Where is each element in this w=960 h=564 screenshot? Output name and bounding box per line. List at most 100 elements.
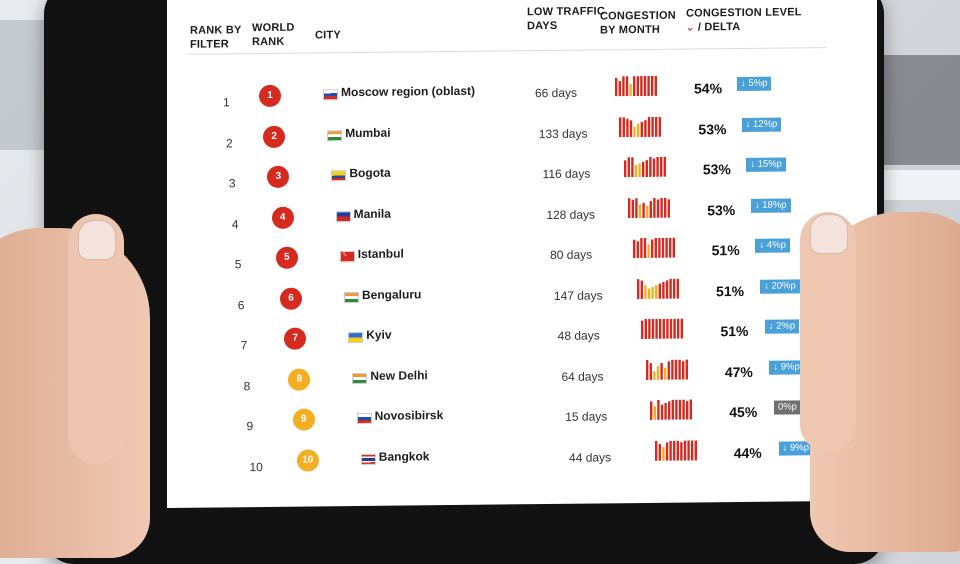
month-bar: [672, 237, 675, 258]
world-rank-badge: 8: [288, 367, 311, 391]
chevron-down-icon[interactable]: ⌄: [686, 22, 695, 34]
month-bar: [657, 237, 661, 258]
month-bar: [676, 440, 679, 461]
month-bar: [645, 160, 648, 177]
month-bar: [622, 76, 625, 97]
column-header-low-traffic-days[interactable]: LOW TRAFFIC DAYS: [527, 5, 605, 33]
table-row[interactable]: 1 1 Moscow region (oblast) 66 days 54% ↓ 5%p: [167, 75, 877, 124]
table-row[interactable]: 8 8 New Delhi 64 days 47% ↓ 9%p: [167, 359, 877, 407]
city-name[interactable]: Istanbul: [357, 246, 404, 262]
month-bar: [641, 161, 645, 178]
month-bar: [615, 77, 618, 97]
congestion-by-month-chart[interactable]: [615, 75, 659, 97]
table-row[interactable]: 6 6 Bengaluru 147 days 51% ↓ 20%p: [167, 278, 877, 326]
city-name[interactable]: Mumbai: [345, 125, 391, 140]
russia-flag-icon: [356, 412, 372, 425]
city-name[interactable]: Bangkok: [378, 448, 430, 464]
month-bar: [659, 116, 662, 137]
city-name[interactable]: New Delhi: [370, 367, 428, 383]
month-bar: [681, 318, 684, 339]
column-header-congestion-by-month[interactable]: CONGESTION BY MONTH: [600, 9, 676, 37]
month-bar: [637, 278, 640, 299]
month-bar: [626, 118, 630, 137]
world-rank-badge: 5: [275, 246, 298, 269]
city-name[interactable]: Novosibirsk: [374, 408, 444, 423]
month-bar: [654, 75, 657, 96]
city-name[interactable]: Kyiv: [366, 327, 392, 342]
month-bar: [683, 440, 686, 461]
city-name[interactable]: Bogota: [349, 165, 391, 181]
month-bar: [637, 122, 640, 137]
congestion-by-month-chart[interactable]: [628, 197, 672, 218]
month-bar: [628, 197, 631, 218]
month-bar: [634, 165, 638, 178]
month-bar: [631, 199, 635, 218]
month-bar: [682, 399, 686, 420]
delta-badge: ↓ 15%p: [746, 157, 786, 172]
month-bar: [659, 318, 662, 339]
city-name[interactable]: Manila: [353, 206, 391, 221]
congestion-level: 51%: [720, 322, 749, 340]
month-bar: [653, 370, 656, 380]
world-rank-badge: 3: [267, 165, 290, 188]
delta-label: / DELTA: [697, 20, 741, 34]
month-bar: [627, 157, 630, 178]
colombia-flag-icon: [331, 170, 347, 182]
low-traffic-days: 15 days: [565, 409, 608, 424]
left-hand: [0, 214, 150, 558]
congestion-by-month-chart[interactable]: [654, 439, 699, 461]
table-row[interactable]: 2 2 Mumbai 133 days 53% ↓ 12%p: [167, 116, 877, 164]
table-row[interactable]: 7 7 Kyiv 48 days 51% ↓ 2%p: [167, 318, 877, 367]
column-header-world-rank[interactable]: WORLD RANK: [252, 21, 295, 49]
table-row[interactable]: 10 10 Bangkok 44 days 44% ↓ 9%p: [167, 439, 877, 488]
column-header-rank-by-filter[interactable]: RANK BY FILTER: [190, 24, 242, 51]
congestion-by-month-chart[interactable]: [619, 116, 663, 137]
month-bar: [630, 119, 633, 137]
month-bar: [661, 446, 665, 461]
table-row[interactable]: 5 5 ☾ Istanbul 80 days 51% ↓ 4%p: [167, 237, 877, 286]
month-bar: [646, 205, 649, 218]
month-bar: [658, 443, 661, 461]
india-flag-icon: [327, 129, 343, 141]
column-header-congestion-level[interactable]: CONGESTION LEVEL ⌄ / DELTA: [686, 5, 826, 35]
low-traffic-days: 44 days: [569, 449, 612, 465]
month-bar: [672, 440, 676, 461]
month-bar: [651, 116, 655, 137]
column-header-city[interactable]: CITY: [315, 29, 341, 42]
congestion-by-month-chart[interactable]: [623, 156, 668, 178]
month-bar: [686, 401, 689, 420]
world-rank-badge: 7: [284, 327, 307, 350]
month-bar: [659, 156, 663, 177]
month-bar: [676, 278, 680, 299]
month-bar: [639, 238, 643, 259]
congestion-by-month-chart[interactable]: [650, 399, 694, 420]
month-bar: [639, 203, 642, 218]
month-bar: [618, 81, 621, 97]
month-bar: [631, 157, 634, 178]
congestion-by-month-chart[interactable]: [637, 278, 681, 299]
month-bar: [623, 116, 626, 137]
month-bar: [648, 318, 652, 339]
month-bar: [641, 320, 644, 340]
month-bar: [665, 441, 668, 461]
city-name[interactable]: Bengaluru: [362, 286, 422, 302]
table-row[interactable]: 3 3 Bogota 116 days 53% ↓ 15%p: [167, 156, 877, 205]
world-rank-badge: 6: [280, 287, 302, 310]
month-bar: [665, 279, 669, 299]
month-bar: [645, 318, 648, 339]
table-row[interactable]: 4 4 Manila 128 days 53% ↓ 18%p: [167, 197, 877, 245]
month-bar: [668, 237, 672, 258]
congestion-by-month-chart[interactable]: [645, 359, 690, 380]
table-row[interactable]: 9 9 Novosibirsk 15 days 45% 0%p: [167, 399, 877, 448]
congestion-by-month-chart[interactable]: [632, 237, 677, 259]
month-bar: [670, 318, 673, 339]
month-bar: [643, 237, 646, 259]
congestion-level: 53%: [698, 120, 727, 137]
month-bar: [651, 75, 654, 96]
congestion-by-month-chart[interactable]: [641, 318, 685, 340]
city-name[interactable]: Moscow region (oblast): [341, 83, 476, 100]
month-bar: [635, 197, 638, 218]
world-rank-badge: 2: [263, 125, 286, 148]
month-bar: [629, 84, 632, 97]
month-bar: [689, 399, 693, 420]
